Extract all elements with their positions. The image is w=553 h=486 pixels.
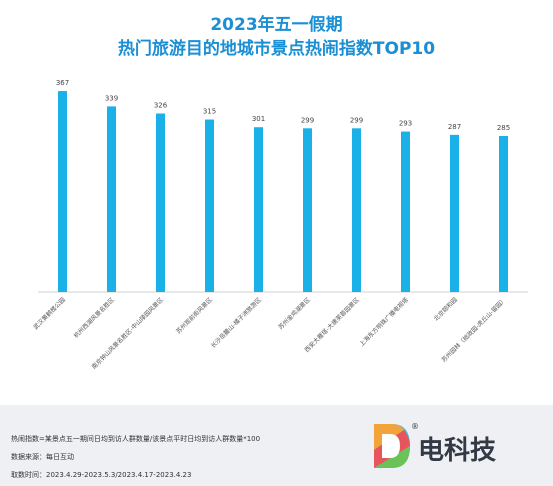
data-label-1: 367 (56, 79, 69, 87)
index-definition-note: 热闹指数=某景点五一期间日均到访人群数量/该景点平时日均到访人群数量*100 (11, 435, 261, 443)
category-label-4: 苏州观前街风景区 (174, 296, 214, 336)
data-label-8: 293 (399, 120, 412, 128)
data-label-7: 299 (350, 116, 363, 124)
data-label-2: 339 (105, 94, 118, 102)
bar-9 (450, 134, 459, 292)
chart-subtitle: 热门旅游目的地城市景点热闹指数TOP10 (117, 39, 436, 59)
category-label-5: 长沙岳麓山-橘子洲旅游区 (209, 296, 263, 350)
bar-5 (254, 127, 263, 292)
bar-7 (352, 128, 361, 292)
category-label-7: 西安大雁塔-大唐芙蓉园景区 (303, 296, 361, 354)
footer-panel (0, 405, 553, 486)
bar-1 (58, 91, 67, 292)
brand-logo-icon (374, 424, 410, 468)
bar-10 (499, 135, 508, 292)
chart-title: 2023年五一假期 (210, 15, 343, 35)
category-label-1: 武汉黄鹤楼公园 (32, 296, 67, 331)
brand-name: 电科技 (418, 436, 497, 466)
data-label-6: 299 (301, 116, 314, 124)
registered-mark: ® (411, 422, 419, 431)
data-source-note: 数据来源：每日互动 (11, 453, 74, 461)
bar-6 (303, 128, 312, 292)
data-label-10: 285 (497, 124, 510, 132)
data-label-4: 315 (203, 108, 216, 116)
category-label-6: 苏州金鸡湖景区 (277, 296, 312, 331)
category-label-8: 上海东方明珠广播电视塔 (358, 296, 410, 348)
bar-8 (401, 131, 410, 292)
category-label-9: 北京颐和园 (432, 296, 459, 323)
bar-4 (205, 119, 214, 292)
data-label-9: 287 (448, 123, 461, 131)
category-label-2: 杭州西湖风景名胜区 (72, 296, 116, 340)
data-label-3: 326 (154, 102, 168, 110)
bar-2 (107, 106, 116, 293)
data-label-5: 301 (252, 115, 265, 123)
bar-3 (156, 113, 165, 292)
bar-chart: 367武汉黄鹤楼公园339杭州西湖风景名胜区326南京钟山风景名胜区-中山陵园风… (32, 79, 528, 371)
data-period-note: 取数时间：2023.4.29-2023.5.3/2023.4.17-2023.4… (11, 471, 192, 479)
